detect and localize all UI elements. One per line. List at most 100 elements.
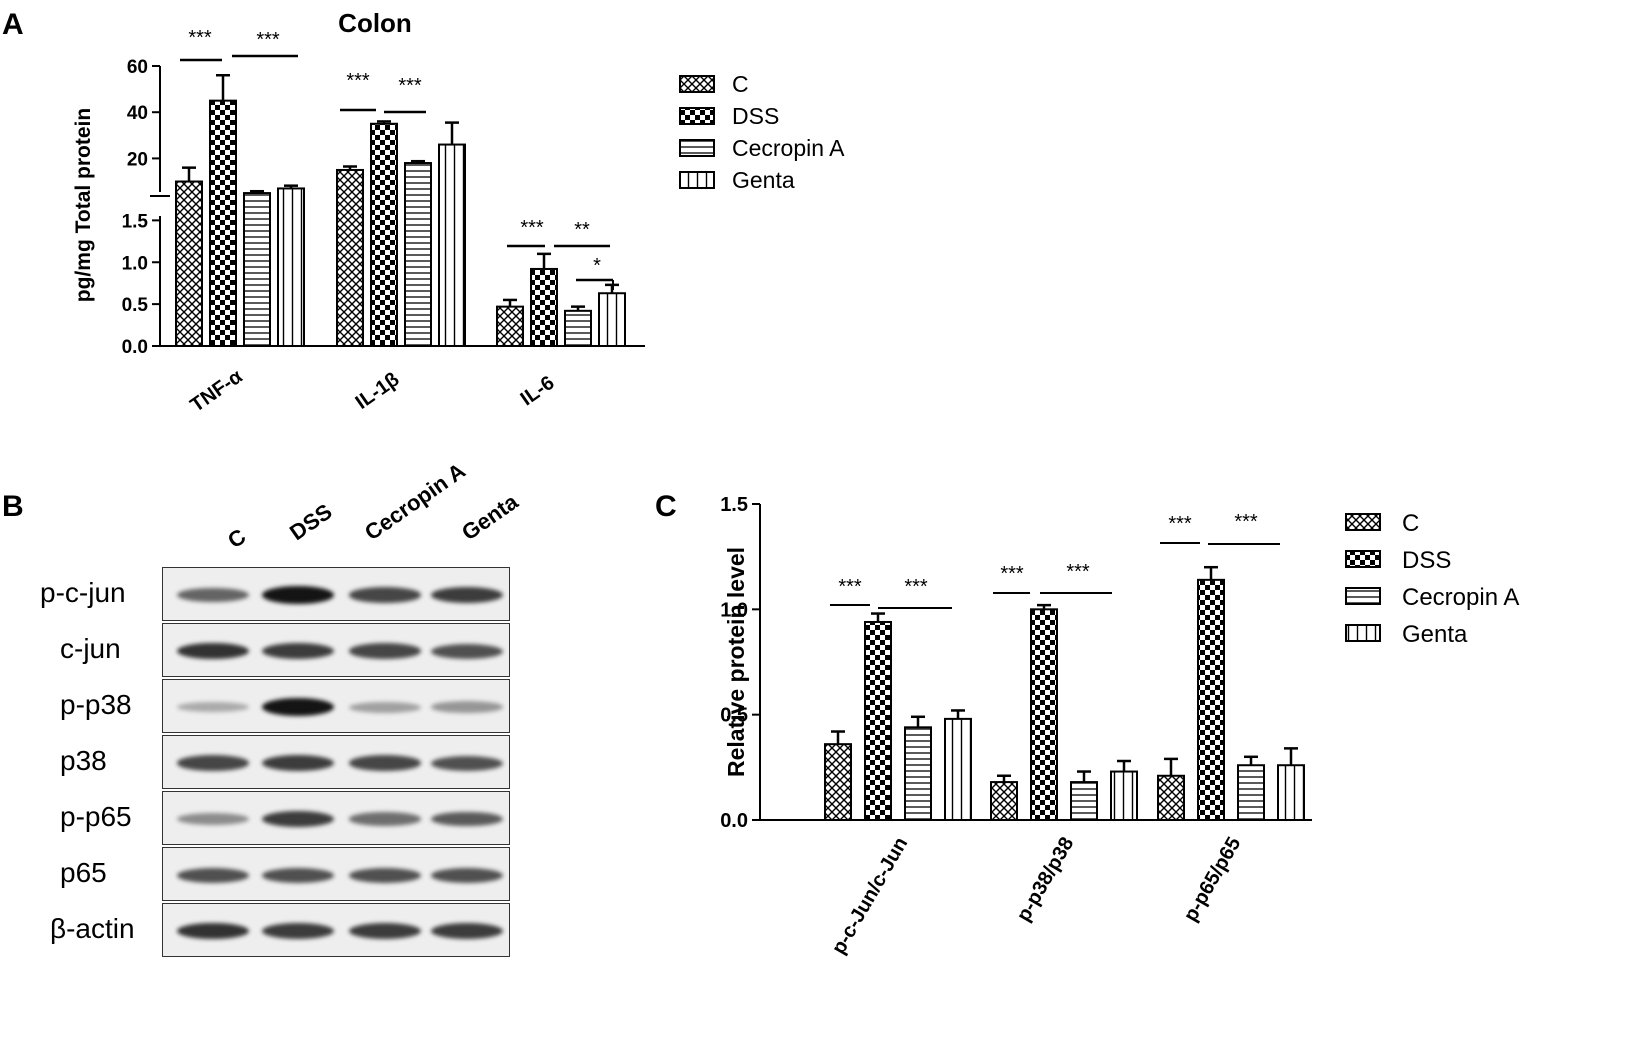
bar-dss-il-1 (370, 122, 398, 347)
blot-row-label: β-actin (50, 913, 135, 944)
blot-band (262, 643, 334, 659)
x-tick-label: IL-6 (517, 372, 559, 410)
bar-dss-p-p65-p65 (1197, 578, 1225, 821)
bar-c-il-6 (496, 305, 524, 348)
legend-label-dss: DSS (1402, 547, 1451, 574)
bar-c-il-1 (336, 168, 364, 347)
legend-label-cecropin-a: Cecropin A (1402, 584, 1519, 611)
y-tick-label: 40 (127, 103, 148, 124)
blot-row-label: p-p65 (60, 801, 132, 832)
y-tick-label: 0.5 (122, 295, 149, 316)
blot-strip (162, 735, 510, 789)
x-tick-label: p-c-Jun/c-Jun (828, 834, 913, 959)
x-tick-label: TNF-α (187, 365, 248, 417)
blot-band (262, 586, 334, 604)
blot-band (431, 867, 503, 883)
bar-dss-p-c-jun-c-jun (864, 620, 892, 821)
significance-label: *** (346, 70, 370, 92)
legend-swatch-cecropin-a (679, 139, 715, 157)
legend-label-dss: DSS (732, 103, 779, 129)
chart-c: 0.0 0.5 1.0 1.5 Relative protein level p-c-Ju… (720, 494, 1519, 959)
blot-row-label: p-p38 (60, 689, 132, 720)
blot-lane-label: Genta (457, 488, 523, 546)
blot-strip (162, 567, 510, 621)
bar-cecropin-a-il-1 (404, 162, 432, 347)
blot-band (431, 587, 503, 603)
y-tick-label: 20 (127, 149, 148, 170)
blot-band (262, 755, 334, 771)
y-axis-title: pg/mg Total protein (72, 108, 95, 302)
legend-swatch-c (1345, 513, 1381, 531)
blot-strip (162, 903, 510, 957)
bar-dss-tnf (209, 99, 237, 348)
legend-label-genta: Genta (1402, 621, 1468, 648)
bar-cecropin-a-il-6 (564, 309, 592, 348)
y-tick-label: 1.0 (720, 599, 748, 621)
panel-b-letter: B (2, 490, 24, 523)
significance-label: *** (520, 217, 544, 239)
blot-band (177, 701, 249, 713)
significance-label: *** (188, 27, 212, 49)
blot-band (177, 922, 249, 940)
blot-lane-label: DSS (285, 498, 337, 546)
x-tick-label: p-p65/p65 (1180, 834, 1246, 926)
bar-genta-il-6 (598, 292, 626, 347)
bar-dss-p-p38-p38 (1030, 608, 1058, 821)
significance-label: ** (574, 219, 590, 241)
panel-c-letter: C (655, 490, 677, 523)
y-tick-label: 1.0 (122, 253, 148, 274)
blot-row-label: p65 (60, 857, 107, 888)
bar-cecropin-a-p-p65-p65 (1237, 764, 1265, 821)
blot-strip (162, 847, 510, 901)
significance-label: *** (1000, 563, 1024, 585)
blot-band (262, 811, 334, 827)
significance-label: *** (398, 75, 422, 97)
blot-band (177, 588, 249, 602)
bar-c-p-p38-p38 (990, 781, 1018, 821)
blot-band (262, 867, 334, 883)
legend-swatch-genta (1345, 624, 1381, 642)
bar-genta-p-p38-p38 (1110, 770, 1138, 821)
blot-lane-label: C (223, 523, 251, 554)
bar-cecropin-a-p-p38-p38 (1070, 781, 1098, 821)
significance-label: *** (838, 576, 862, 598)
blot-band (349, 755, 421, 771)
bar-cecropin-a-tnf (243, 192, 271, 347)
significance-label: *** (1234, 511, 1258, 533)
x-tick-label: p-p38/p38 (1013, 834, 1079, 926)
blot-band (177, 755, 249, 771)
y-tick-label: 1.5 (720, 494, 748, 516)
blot-band (177, 642, 249, 660)
legend-swatch-dss (1345, 550, 1381, 568)
blot-band (349, 923, 421, 939)
blot-band (262, 698, 334, 716)
blot-band (349, 643, 421, 659)
x-tick-label: IL-1β (352, 368, 404, 413)
blot-strip (162, 791, 510, 845)
bar-genta-tnf (277, 187, 305, 347)
legend-label-cecropin-a: Cecropin A (732, 135, 845, 161)
blot-band (349, 701, 421, 713)
bar-genta-p-p65-p65 (1277, 764, 1305, 821)
legend-swatch-genta (679, 171, 715, 189)
blot-strip (162, 679, 510, 733)
western-blot: C DSS Cecropin A Genta p-c-jun c-jun p-p38 p38 p… (0, 458, 560, 990)
legend-swatch-cecropin-a (1345, 587, 1381, 605)
bar-cecropin-a-p-c-jun-c-jun (904, 726, 932, 822)
legend-swatch-dss (679, 107, 715, 125)
significance-label: * (593, 255, 601, 277)
significance-label: *** (256, 29, 280, 51)
y-tick-label: 1.5 (122, 211, 149, 232)
blot-row-label: c-jun (60, 633, 121, 664)
legend-label-c: C (732, 71, 749, 97)
chart-a: Colon 20 40 60 0.0 0.5 1.0 1.5 pg/mg Total prote… (72, 8, 845, 417)
blot-band (349, 867, 421, 883)
blot-band (262, 923, 334, 939)
blot-band (431, 923, 503, 939)
blot-band (349, 587, 421, 603)
y-tick-label: 0.0 (720, 810, 748, 832)
bar-c-tnf (175, 180, 203, 347)
bar-c-p-p65-p65 (1157, 774, 1185, 822)
bar-dss-il-6 (530, 267, 558, 348)
blot-row-label: p38 (60, 745, 107, 776)
